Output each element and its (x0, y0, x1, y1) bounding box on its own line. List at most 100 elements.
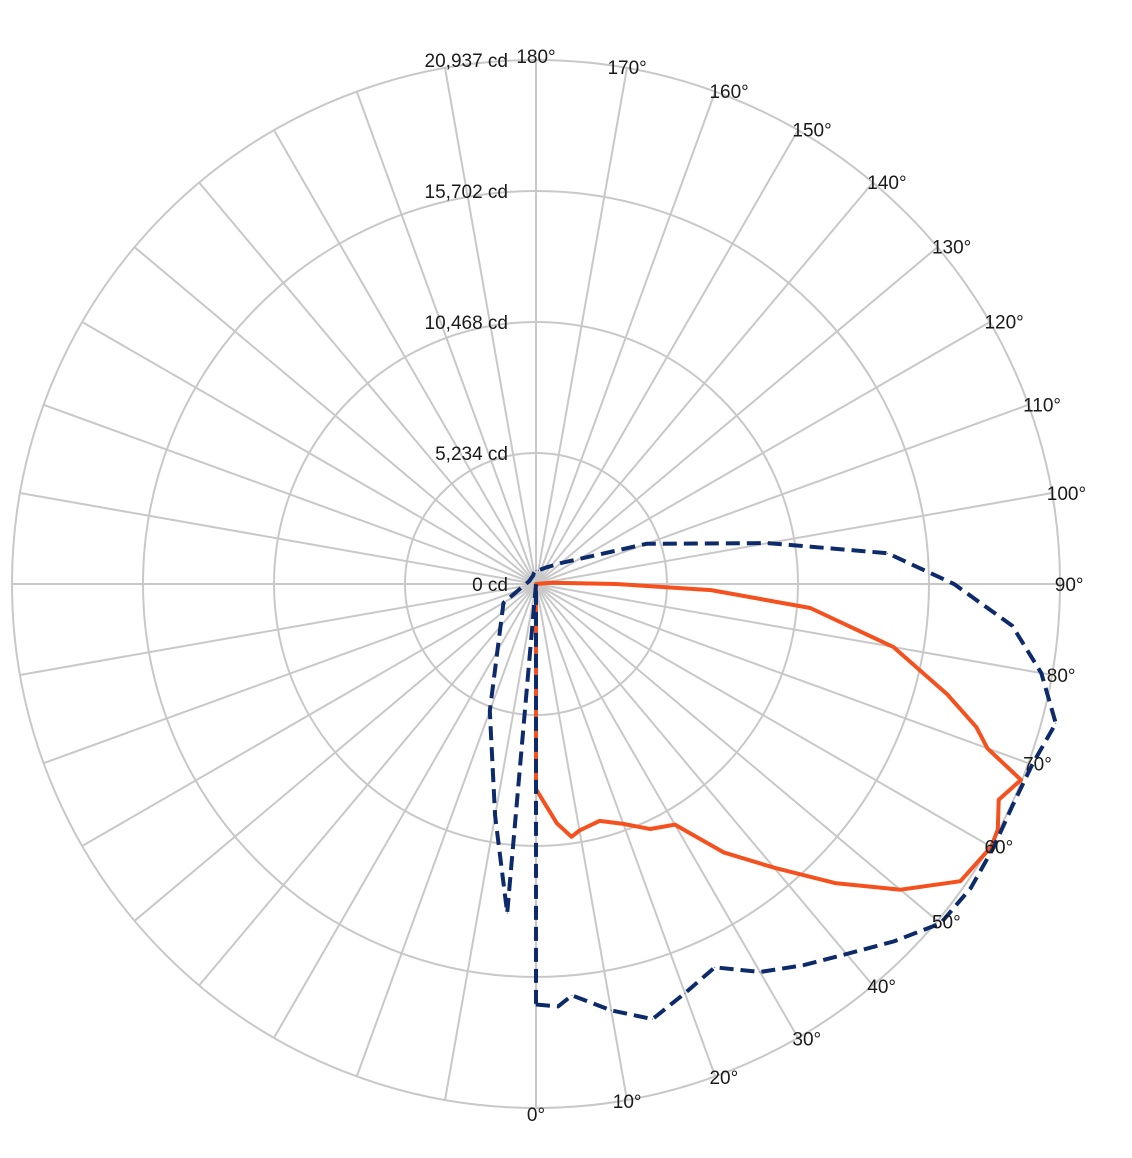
series-2-point (1011, 805, 1013, 807)
series-2-point (1011, 625, 1013, 627)
grid-spoke (535, 583, 939, 922)
series-1-point (571, 836, 573, 838)
series-2 (487, 541, 1058, 1022)
series-1-point (723, 852, 725, 854)
series-2-point (953, 583, 955, 585)
polar-grid (11, 59, 1061, 1109)
angle-tick-label: 110° (1023, 396, 1061, 417)
grid-spoke (535, 67, 628, 585)
angle-tick-label: 80° (1047, 666, 1076, 687)
series-2-point (535, 569, 537, 571)
series-2-point (494, 815, 496, 817)
series-2-point (767, 542, 769, 544)
series-2-point (530, 577, 532, 579)
series-1-point (649, 828, 651, 830)
angle-tick-label: 130° (932, 238, 971, 259)
series-layer (487, 541, 1058, 1022)
radial-tick-label: 10,468 cd (425, 313, 508, 334)
series-1-point (899, 889, 901, 891)
grid-spoke (81, 583, 537, 847)
grid-spoke (355, 91, 537, 585)
series-1-point (998, 799, 1000, 801)
series-1-point (809, 607, 811, 609)
grid-spoke (133, 246, 537, 585)
angle-tick-label: 160° (709, 82, 748, 103)
series-2-point (537, 569, 539, 571)
grid-spoke (535, 583, 717, 1077)
series-1-point (550, 582, 552, 584)
angle-tick-label: 70° (1023, 754, 1052, 775)
grid-spoke (43, 403, 537, 585)
series-2-point (502, 602, 504, 604)
series-2-point (845, 953, 847, 955)
series-1-point (946, 693, 948, 695)
angle-tick-label: 140° (867, 173, 906, 194)
series-2-point (610, 1009, 612, 1011)
series-2-point (506, 912, 508, 914)
grid-spoke (535, 403, 1029, 585)
series-1-point (773, 867, 775, 869)
angle-tick-label: 10° (613, 1092, 642, 1113)
radial-tick-label: 0 cd (472, 575, 508, 596)
series-2-point (535, 1003, 537, 1005)
series-1-point (598, 820, 600, 822)
series-2-point (992, 847, 994, 849)
series-1-point (615, 583, 617, 585)
grid-spoke (273, 583, 537, 1039)
grid-spoke (198, 181, 537, 585)
series-2-point (887, 552, 889, 554)
angle-tick-label: 50° (932, 912, 961, 933)
grid-spoke (535, 583, 1053, 676)
angle-tick-label: 40° (867, 977, 896, 998)
grid-spoke (535, 583, 1029, 765)
series-line-1 (534, 580, 1023, 892)
series-2-point (557, 1005, 559, 1007)
grid-spoke (43, 583, 537, 765)
series-1-point (578, 829, 580, 831)
radial-tick-label: 20,937 cd (425, 51, 508, 72)
series-2-point (532, 575, 534, 577)
series-2-point (759, 971, 761, 973)
angle-tick-label: 120° (984, 313, 1023, 334)
grid-spoke (535, 583, 799, 1039)
grid-spoke (81, 321, 537, 585)
angle-tick-label: 60° (984, 837, 1013, 858)
series-2-point (970, 887, 972, 889)
series-2-point (528, 580, 530, 582)
grid-spoke (535, 246, 939, 585)
series-2-point (940, 922, 942, 924)
label-layer: 0° 10° 20° 30° 40° 50° 60° 70° 80° 90° 100° 110° 120… (425, 47, 1087, 1126)
series-2-point (646, 543, 648, 545)
grid-spoke (535, 583, 991, 847)
series-1-point (959, 880, 961, 882)
angle-tick-label: 20° (709, 1068, 738, 1089)
series-line-2 (487, 541, 1058, 1022)
series-2-point (544, 567, 546, 569)
series-1-point (710, 589, 712, 591)
angle-tick-label: 0° (527, 1105, 545, 1126)
grid-spoke (444, 583, 537, 1101)
grid-spoke (535, 321, 991, 585)
grid-spoke (273, 129, 537, 585)
series-1-point (990, 846, 992, 848)
radial-tick-label: 5,234 cd (435, 444, 508, 465)
grid-spoke (444, 67, 537, 585)
series-2-point (1055, 722, 1057, 724)
series-1-point (987, 747, 989, 749)
series-1-point (622, 823, 624, 825)
angle-tick-label: 170° (607, 58, 646, 79)
series-1-point (674, 824, 676, 826)
angle-tick-label: 100° (1047, 484, 1086, 505)
series-2-point (571, 994, 573, 996)
series-1 (534, 580, 1023, 892)
series-2-point (1040, 672, 1042, 674)
series-2-point (652, 1018, 654, 1020)
series-2-point (489, 710, 491, 712)
grid-spoke (19, 492, 537, 585)
grid-spoke (535, 492, 1053, 585)
series-1-point (997, 829, 999, 831)
grid-spoke (535, 129, 799, 585)
angle-tick-label: 30° (792, 1029, 821, 1050)
grid-spoke (535, 181, 874, 585)
